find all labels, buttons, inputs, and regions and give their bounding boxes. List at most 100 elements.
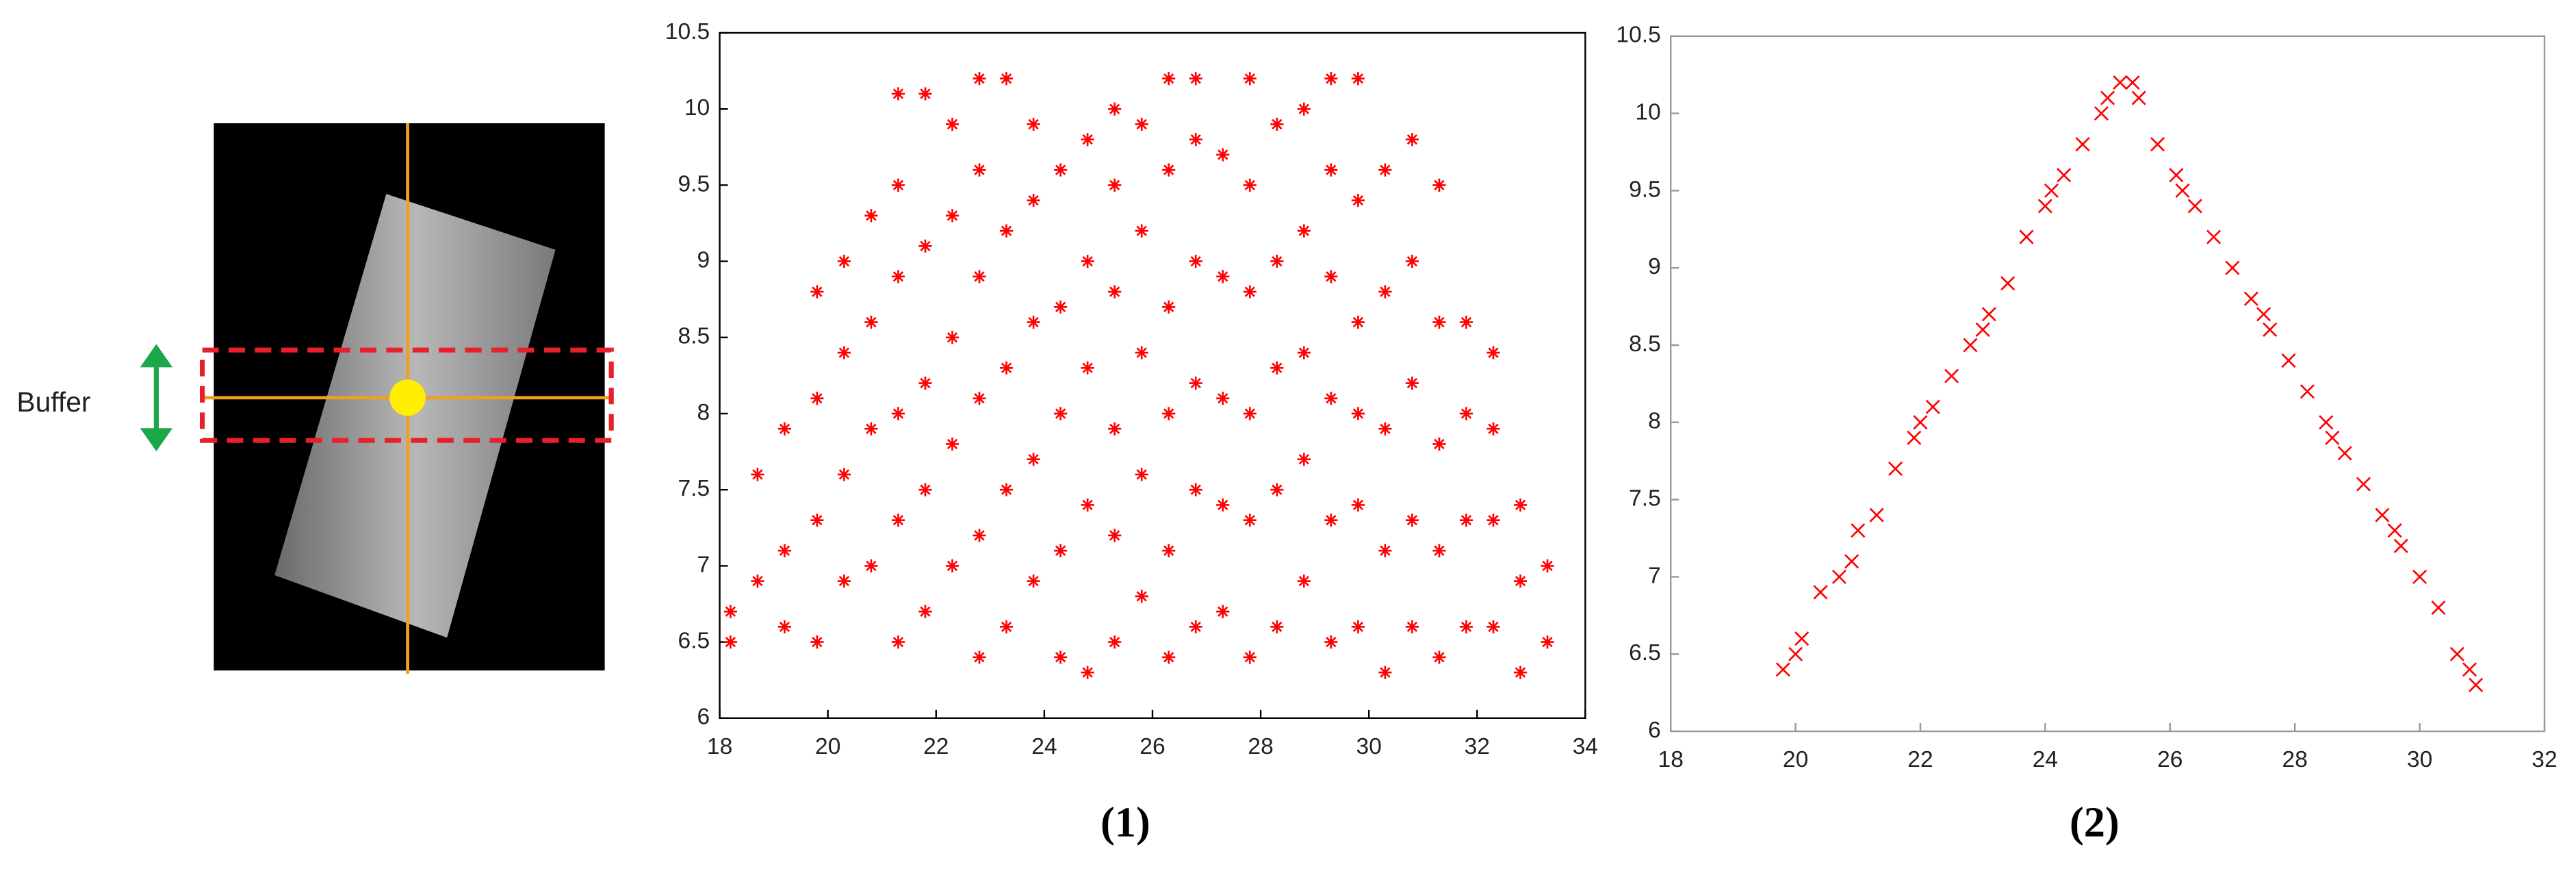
data-point xyxy=(777,620,792,633)
y-tick-label: 8 xyxy=(1648,409,1661,434)
x-tick-label: 30 xyxy=(2407,747,2432,772)
data-point xyxy=(810,285,824,299)
data-point xyxy=(1162,72,1176,86)
data-point xyxy=(2175,183,2190,198)
data-point xyxy=(1027,315,1040,329)
data-point xyxy=(999,620,1014,633)
data-point xyxy=(999,483,1014,496)
data-point xyxy=(945,209,959,223)
data-point xyxy=(1378,544,1392,557)
y-tick-label: 10 xyxy=(684,95,710,121)
data-point xyxy=(1351,620,1365,633)
y-tick-label: 7 xyxy=(697,552,710,577)
data-point xyxy=(973,163,986,177)
scan-strip xyxy=(274,194,556,638)
data-point xyxy=(1432,178,1446,192)
data-point xyxy=(1324,72,1338,86)
y-tick-label: 7 xyxy=(1648,563,1661,588)
data-point xyxy=(1869,507,1884,522)
buffer-box xyxy=(199,347,614,443)
data-point xyxy=(2206,229,2221,244)
data-point xyxy=(1270,255,1284,268)
data-point xyxy=(1324,163,1338,177)
data-point xyxy=(2057,168,2072,183)
data-point xyxy=(1108,422,1122,436)
data-point xyxy=(891,178,905,192)
y-tick-label: 6.5 xyxy=(678,628,710,653)
y-tick-label: 6 xyxy=(697,705,710,730)
data-point xyxy=(1162,163,1176,177)
data-point xyxy=(1216,392,1230,405)
data-point xyxy=(1108,529,1122,542)
data-point xyxy=(1270,117,1284,131)
data-point xyxy=(1243,72,1257,86)
data-point xyxy=(1189,620,1202,633)
data-point xyxy=(1216,498,1230,512)
data-point xyxy=(1944,368,1959,383)
data-point xyxy=(2319,415,2334,430)
data-point xyxy=(1486,346,1500,359)
data-point xyxy=(945,331,959,344)
data-point xyxy=(918,605,932,618)
data-point xyxy=(1216,270,1230,283)
y-tick-label: 9 xyxy=(697,247,710,273)
data-point xyxy=(945,117,959,131)
data-point xyxy=(2187,199,2202,214)
data-point xyxy=(1541,635,1554,649)
data-point xyxy=(1135,346,1148,359)
data-point xyxy=(2462,662,2477,677)
data-point xyxy=(1459,514,1473,527)
data-point xyxy=(2075,137,2090,152)
y-tick-label: 9.5 xyxy=(678,171,710,197)
data-point xyxy=(1432,437,1446,451)
data-point xyxy=(999,361,1014,375)
data-point xyxy=(2356,477,2371,492)
x-tick-label: 18 xyxy=(707,734,732,759)
data-point xyxy=(1054,300,1068,314)
data-point xyxy=(2037,199,2052,214)
data-point xyxy=(1925,399,1940,414)
x-tick-label: 20 xyxy=(1783,747,1808,772)
data-point xyxy=(1081,133,1094,147)
data-point xyxy=(1775,662,1790,677)
data-point xyxy=(973,392,986,405)
data-point xyxy=(1054,651,1068,664)
data-point xyxy=(1907,430,1922,445)
data-point xyxy=(723,635,738,649)
data-point xyxy=(2469,677,2484,692)
data-point xyxy=(1027,575,1040,588)
data-point xyxy=(891,87,905,101)
y-tick-label: 6.5 xyxy=(1629,640,1661,666)
data-point xyxy=(810,392,824,405)
data-point xyxy=(1405,376,1419,390)
data-point xyxy=(1135,590,1148,603)
x-tick-label: 20 xyxy=(815,734,840,759)
data-point xyxy=(2150,137,2165,152)
data-point xyxy=(2113,75,2128,90)
y-tick-label: 7.5 xyxy=(1629,485,1661,511)
data-point xyxy=(2256,307,2271,322)
data-point xyxy=(1432,544,1446,557)
data-point xyxy=(1913,415,1928,430)
data-point xyxy=(777,422,792,436)
data-point xyxy=(918,483,932,496)
data-point xyxy=(2225,260,2240,275)
data-point xyxy=(973,651,986,664)
x-tick-label: 30 xyxy=(1356,734,1382,759)
data-point xyxy=(1243,514,1257,527)
data-point xyxy=(1135,468,1148,481)
data-point xyxy=(1297,346,1311,359)
data-point xyxy=(2325,430,2340,445)
y-tick-label: 8.5 xyxy=(1629,331,1661,357)
data-point xyxy=(1027,453,1040,466)
x-tick-label: 24 xyxy=(2033,747,2058,772)
data-point xyxy=(1162,300,1176,314)
data-point xyxy=(1162,544,1176,557)
data-point xyxy=(1243,407,1257,420)
data-point xyxy=(1378,666,1392,679)
y-tick-label: 9 xyxy=(1648,254,1661,279)
x-tick-label: 28 xyxy=(2282,747,2308,772)
data-point xyxy=(2337,446,2352,461)
